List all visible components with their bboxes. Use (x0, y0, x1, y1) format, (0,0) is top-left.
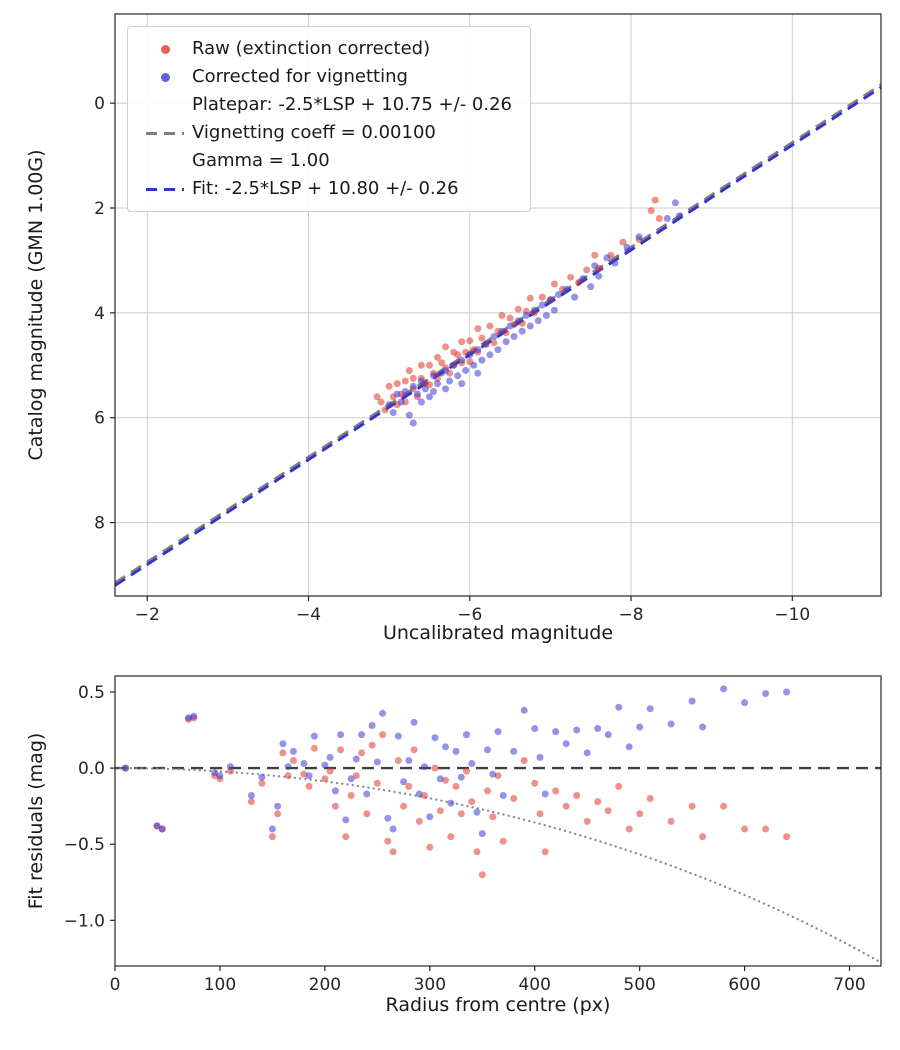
svg-text:−1.0: −1.0 (64, 911, 105, 931)
fit-line-swatch (138, 187, 192, 191)
svg-text:−8: −8 (619, 605, 644, 625)
svg-text:400: 400 (518, 975, 550, 995)
residuals-plot: 0 100 200 300 400 500 600 700 0.5 0.0 −0.5 −1.0 (64, 675, 882, 995)
scatter-vignetting (385, 199, 683, 427)
legend-item-platepar: Platepar: -2.5*LSP + 10.75 +/- 0.26 Vign… (138, 91, 512, 175)
bottom-yaxis-label: Fit residuals (mag) (25, 732, 47, 910)
svg-text:−10: −10 (774, 605, 810, 625)
svg-text:700: 700 (833, 975, 865, 995)
red-dot-icon (160, 44, 170, 54)
scatter-vignetting-residuals (122, 685, 791, 838)
svg-text:6: 6 (94, 409, 105, 429)
tick-labels: −2 −4 −6 −8 −10 0 2 4 6 8 (94, 94, 810, 625)
top-yaxis-label: Catalog magnitude (GMN 1.00G) (25, 149, 47, 461)
vignetting-curve (113, 766, 881, 963)
bottom-xaxis-label: Radius from centre (px) (385, 994, 611, 1016)
svg-text:−4: −4 (296, 605, 321, 625)
svg-text:200: 200 (309, 975, 341, 995)
scatter-raw-residuals (122, 714, 791, 879)
legend-item-raw: Raw (extinction corrected) (138, 35, 512, 63)
svg-text:4: 4 (94, 304, 105, 324)
svg-text:0.5: 0.5 (78, 683, 105, 703)
vignetting-marker-swatch (138, 72, 192, 82)
svg-text:−6: −6 (457, 605, 482, 625)
legend-label-raw: Raw (extinction corrected) (192, 38, 431, 59)
svg-text:100: 100 (204, 975, 236, 995)
legend: Raw (extinction corrected) Corrected for… (127, 26, 531, 212)
scatter-raw (373, 196, 663, 414)
axes-frame (114, 675, 882, 967)
svg-text:0.0: 0.0 (78, 759, 105, 779)
legend-label-platepar: Platepar: -2.5*LSP + 10.75 +/- 0.26 Vign… (192, 91, 512, 175)
legend-label-fit: Fit: -2.5*LSP + 10.80 +/- 0.26 (192, 178, 459, 199)
axes-frame (114, 13, 882, 597)
blue-dot-icon (160, 72, 170, 82)
svg-text:2: 2 (94, 199, 105, 219)
svg-text:500: 500 (623, 975, 655, 995)
svg-text:0: 0 (94, 94, 105, 114)
legend-label-vignetting: Corrected for vignetting (192, 66, 408, 87)
svg-text:−2: −2 (135, 605, 160, 625)
svg-text:8: 8 (94, 514, 105, 534)
gray-dash-icon (146, 131, 184, 135)
platepar-line-swatch (138, 131, 192, 135)
svg-text:600: 600 (728, 975, 760, 995)
legend-item-fit: Fit: -2.5*LSP + 10.80 +/- 0.26 (138, 175, 512, 203)
blue-dash-icon (146, 187, 184, 191)
tick-labels: 0 100 200 300 400 500 600 700 0.5 0.0 −0.5 −1.0 (64, 683, 866, 995)
platepar-line-1: Platepar: -2.5*LSP + 10.75 +/- 0.26 (192, 94, 512, 115)
svg-text:300: 300 (414, 975, 446, 995)
svg-text:−0.5: −0.5 (64, 835, 105, 855)
svg-text:0: 0 (110, 975, 121, 995)
top-xaxis-label: Uncalibrated magnitude (382, 622, 614, 644)
platepar-line-2: Vignetting coeff = 0.00100 (192, 122, 436, 143)
legend-item-vignetting: Corrected for vignetting (138, 63, 512, 91)
raw-marker-swatch (138, 44, 192, 54)
platepar-line-3: Gamma = 1.00 (192, 150, 330, 171)
fit-line (114, 86, 882, 587)
